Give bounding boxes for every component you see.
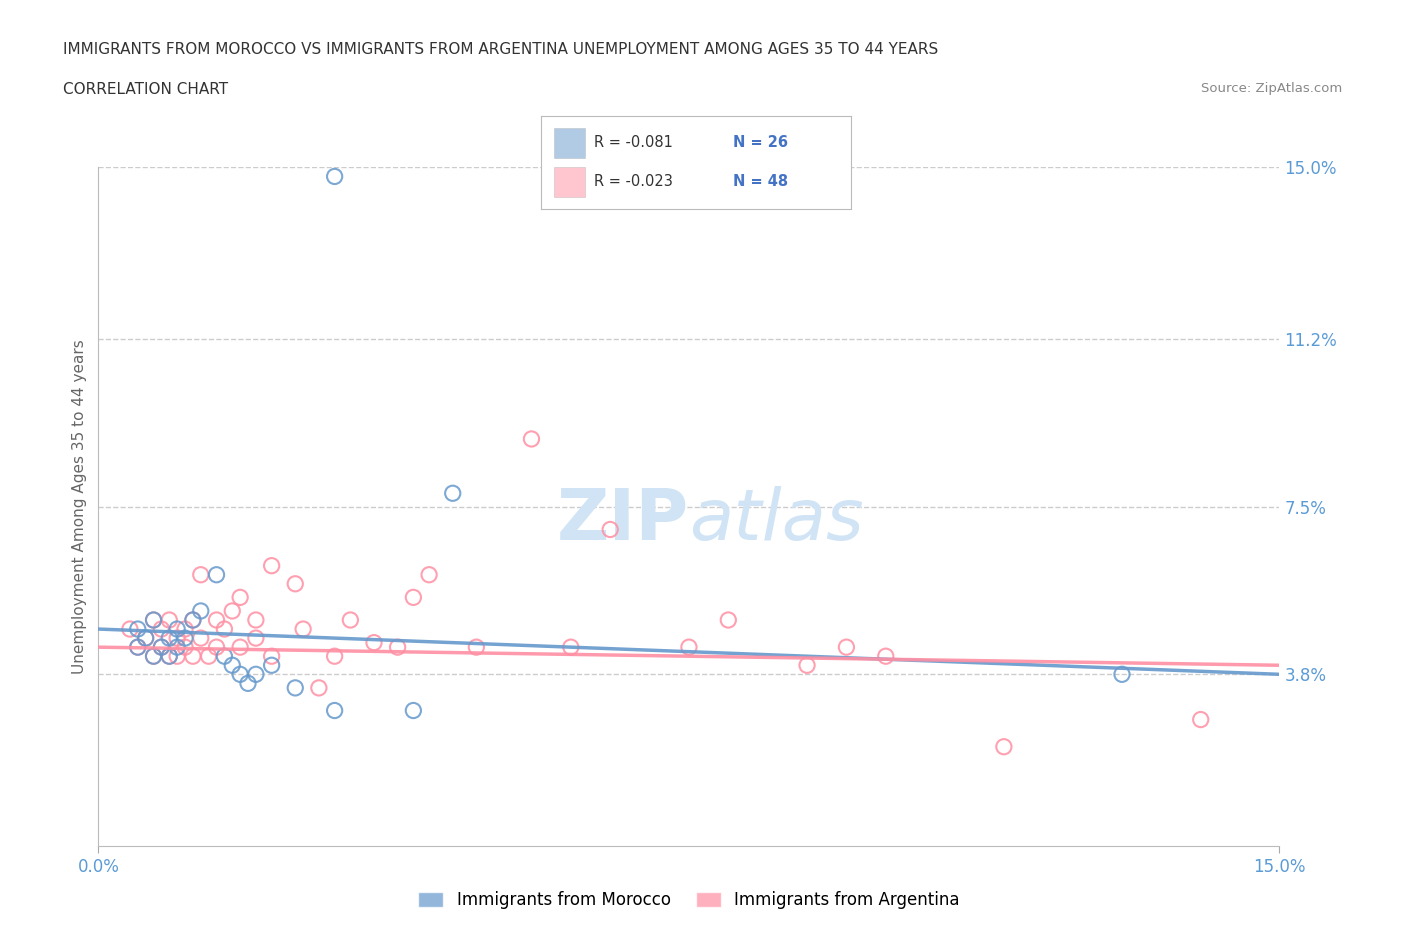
Point: [157, 649, 180, 664]
Point: [174, 640, 197, 655]
Point: [245, 613, 267, 628]
Point: [560, 640, 582, 655]
Point: [157, 649, 180, 664]
Point: [142, 649, 165, 664]
Point: [150, 640, 173, 655]
Y-axis label: Unemployment Among Ages 35 to 44 years: Unemployment Among Ages 35 to 44 years: [72, 339, 87, 674]
Point: [678, 640, 700, 655]
Point: [142, 649, 165, 664]
Point: [142, 613, 165, 628]
Point: [402, 590, 425, 604]
FancyBboxPatch shape: [554, 128, 585, 158]
Point: [441, 485, 464, 500]
Point: [796, 658, 818, 672]
Point: [150, 640, 173, 655]
Point: [260, 658, 283, 672]
Point: [284, 681, 307, 696]
Point: [181, 613, 204, 628]
Point: [181, 649, 204, 664]
Point: [127, 621, 149, 636]
Point: [260, 558, 283, 573]
Point: [181, 613, 204, 628]
Point: [197, 649, 219, 664]
Point: [402, 703, 425, 718]
Point: [387, 640, 409, 655]
Point: [323, 169, 346, 184]
Point: [260, 649, 283, 664]
Point: [174, 631, 197, 645]
Point: [520, 432, 543, 446]
Point: [835, 640, 858, 655]
Point: [245, 631, 267, 645]
Point: [236, 676, 259, 691]
Point: [205, 613, 228, 628]
Point: [1111, 667, 1133, 682]
Text: ZIP: ZIP: [557, 486, 689, 555]
Point: [142, 613, 165, 628]
Text: N = 48: N = 48: [733, 174, 789, 189]
Point: [166, 621, 188, 636]
Point: [127, 640, 149, 655]
Point: [221, 604, 243, 618]
Point: [118, 621, 141, 636]
Point: [221, 658, 243, 672]
Point: [135, 631, 157, 645]
Point: [190, 567, 212, 582]
Point: [465, 640, 488, 655]
Text: N = 26: N = 26: [733, 135, 789, 150]
Point: [174, 621, 197, 636]
Point: [166, 640, 188, 655]
Point: [157, 613, 180, 628]
Point: [717, 613, 740, 628]
Point: [190, 604, 212, 618]
Point: [190, 631, 212, 645]
Point: [157, 631, 180, 645]
Point: [292, 621, 315, 636]
Point: [166, 649, 188, 664]
Text: R = -0.023: R = -0.023: [593, 174, 672, 189]
Point: [599, 522, 621, 537]
Point: [993, 739, 1015, 754]
FancyBboxPatch shape: [554, 167, 585, 197]
Point: [875, 649, 897, 664]
Text: CORRELATION CHART: CORRELATION CHART: [63, 82, 228, 97]
Point: [229, 590, 252, 604]
Point: [214, 649, 236, 664]
Point: [245, 667, 267, 682]
Text: R = -0.081: R = -0.081: [593, 135, 672, 150]
Point: [418, 567, 440, 582]
Point: [308, 681, 330, 696]
Point: [150, 621, 173, 636]
Point: [323, 703, 346, 718]
Point: [229, 667, 252, 682]
Point: [323, 649, 346, 664]
Point: [214, 621, 236, 636]
Point: [205, 640, 228, 655]
Point: [205, 567, 228, 582]
Text: Source: ZipAtlas.com: Source: ZipAtlas.com: [1202, 82, 1343, 95]
Text: atlas: atlas: [689, 486, 863, 555]
Point: [229, 640, 252, 655]
Point: [135, 631, 157, 645]
Point: [166, 631, 188, 645]
Point: [1189, 712, 1212, 727]
Point: [127, 640, 149, 655]
Legend: Immigrants from Morocco, Immigrants from Argentina: Immigrants from Morocco, Immigrants from…: [412, 884, 966, 916]
Point: [284, 577, 307, 591]
Text: IMMIGRANTS FROM MOROCCO VS IMMIGRANTS FROM ARGENTINA UNEMPLOYMENT AMONG AGES 35 : IMMIGRANTS FROM MOROCCO VS IMMIGRANTS FR…: [63, 42, 939, 57]
Point: [363, 635, 385, 650]
Point: [339, 613, 361, 628]
